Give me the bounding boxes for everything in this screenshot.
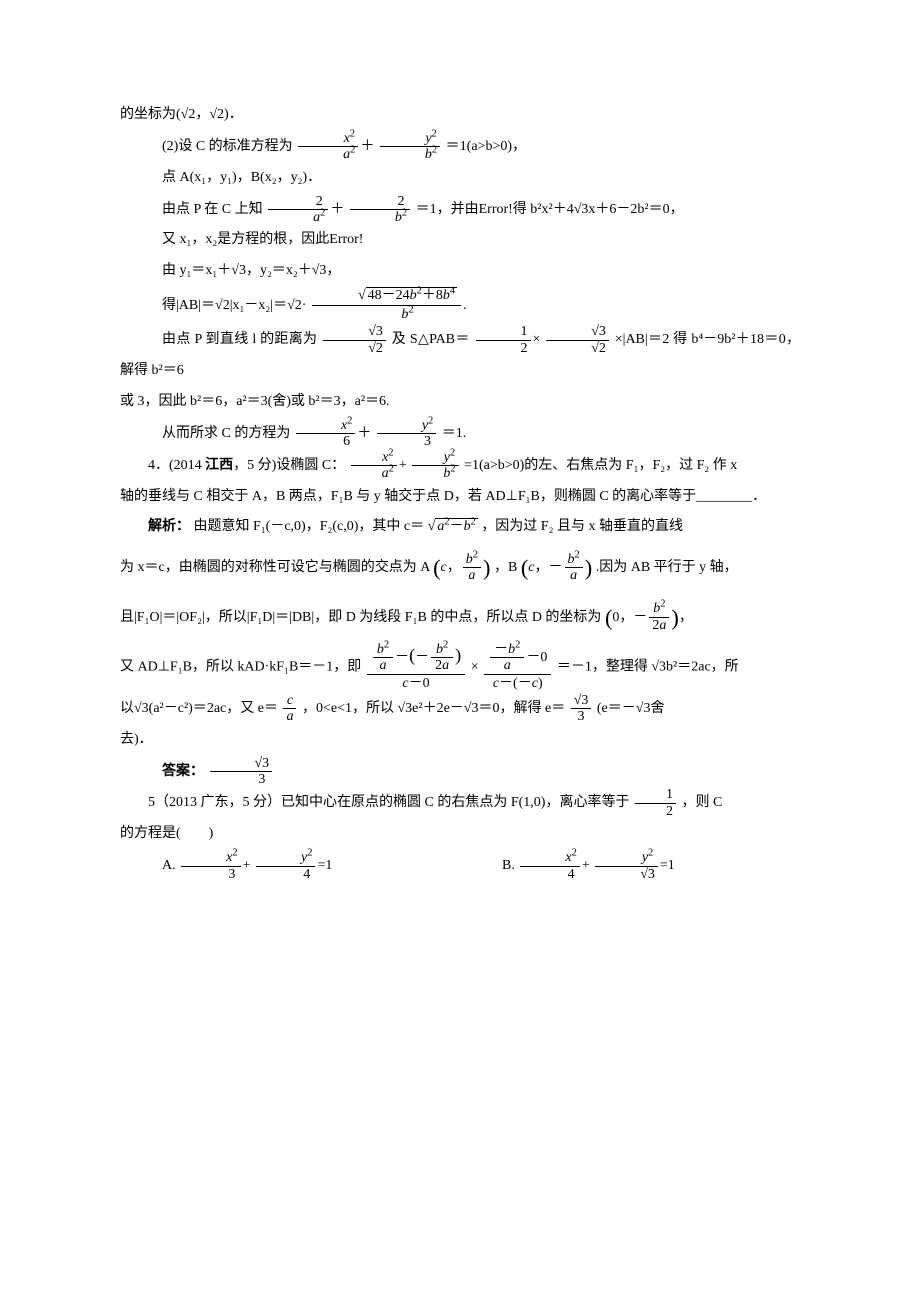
text: ，B	[494, 560, 517, 575]
onC-line: 由点 P 在 C 上知 2a2＋ 2b2 ＝1，并由Error!得 b²x²＋4…	[120, 194, 800, 226]
jiexi-b: 为 x＝c，由椭圆的对称性可设它与椭圆的交点为 A (c，b2a) ，B (c，…	[120, 543, 800, 592]
points-line: 点 A(x₁，y₁)，B(x₂，y₂)．	[120, 163, 800, 194]
option-a: A. x23+ y24=1	[120, 850, 460, 882]
sqrt-a2b2: a2－b2	[435, 518, 478, 534]
option-b: B. x24+ y2√3=1	[460, 850, 800, 882]
y1y2-line: 由 y₁＝x₁＋√3，y₂＝x₂＋√3，	[120, 256, 800, 287]
options-row: A. x23+ y24=1 B. x24+ y2√3=1	[120, 850, 800, 882]
frac-y24: y24	[256, 850, 315, 882]
text: 又 AD⊥F₁B，所以 kAD·kF₁B＝－1，即	[120, 660, 361, 675]
jiexi-c: 且|F₁O|＝|OF₂|，所以|F₁D|＝|DB|，即 D 为线段 F₁B 的中…	[120, 593, 800, 642]
text: 或 3，因此 b²＝6，a²＝3(舍)或 b²＝3，a²＝6.	[120, 394, 390, 409]
answer-line: 答案： √33	[120, 756, 800, 788]
text: 及 S△PAB＝	[392, 332, 470, 347]
jiexi-e: 以√3(a²－c²)＝2ac，又 e＝ ca ，0<e<1，所以 √3e²＋2e…	[120, 693, 800, 725]
text: 为 x＝c，由椭圆的对称性可设它与椭圆的交点为 A	[120, 560, 430, 575]
coords-line: 的坐标为(√2，√2)．	[120, 100, 800, 131]
text: 5（2013 广东，5 分）已知中心在原点的椭圆 C 的右焦点为 F(1,0)，…	[148, 796, 629, 811]
paren-icon: )	[585, 555, 592, 580]
q5-line1: 5（2013 广东，5 分）已知中心在原点的椭圆 C 的右焦点为 F(1,0)，…	[120, 787, 800, 819]
text: 以√3(a²－c²)＝2ac，又 e＝	[120, 701, 278, 716]
frac-2a2: 2a2	[268, 194, 328, 226]
text: ，5 分)设椭圆 C：	[233, 458, 345, 473]
jiexi-f: 去)．	[120, 725, 800, 756]
frac-x2a2-q4: x2a2	[351, 450, 397, 482]
jiexi-d: 又 AD⊥F₁B，所以 kAD·kF₁B＝－1，即 b2a－(－b22a) c－…	[120, 642, 800, 693]
frac-half-q5: 12	[635, 787, 676, 819]
text: 由题意知 F₁(－c,0)，F₂(c,0)，其中 c＝	[194, 519, 425, 534]
text: 去)．	[120, 732, 153, 747]
text: 从而所求 C 的方程为	[162, 426, 290, 441]
dist-line: 由点 P 到直线 l 的距离为 √3√2 及 S△PAB＝ 12× √3√2 ×…	[120, 324, 800, 387]
q4-line2: 轴的垂线与 C 相交于 A，B 两点，F₁B 与 y 轴交于点 D，若 AD⊥F…	[120, 482, 800, 513]
text: 得|AB|＝√2|x₁－x₂|＝√2·	[162, 298, 306, 313]
text: 轴的垂线与 C 相交于 A，B 两点，F₁B 与 y 轴交于点 D，若 AD⊥F…	[120, 489, 766, 504]
paren-icon: )	[483, 555, 490, 580]
text: 的坐标为(√2，√2)．	[120, 107, 243, 122]
frac-b2-2a: b22a	[649, 601, 669, 633]
text: ＝－1，整理得 √3b²＝2ac，所	[557, 660, 739, 675]
jiexi-label: 解析：	[148, 519, 190, 534]
text: ，因为过 F₂ 且与 x 轴垂直的直线	[481, 519, 683, 534]
frac-slope2: －b2a－0 c－(－c)	[484, 642, 551, 693]
text: 由点 P 在 C 上知	[162, 202, 263, 217]
opt-label: B.	[502, 858, 515, 873]
text: ＝1，并由Error!得 b²x²＋4√3x＋6－2b²＝0，	[416, 202, 684, 217]
text: 又 x₁，x₂是方程的根，因此Error!	[162, 232, 363, 247]
frac-root3-root2b: √3√2	[546, 324, 609, 356]
text: 点 A(x₁，y₁)，B(x₂，y₂)．	[162, 170, 321, 185]
q5-line2: 的方程是( )	[120, 819, 800, 850]
frac-y2b2-q4: y2b2	[412, 450, 458, 482]
text: (2)设 C 的标准方程为	[162, 139, 293, 154]
frac-x23: x23	[181, 850, 240, 882]
frac-ca: ca	[283, 693, 296, 725]
ab-line: 得|AB|＝√2|x₁－x₂|＝√2· √48－24b2＋8b4 b2 .	[120, 287, 800, 324]
text: ，则 C	[681, 796, 722, 811]
frac-x2a2: x2a2	[298, 131, 358, 163]
text: 4．(2014	[148, 458, 205, 473]
opt-label: A.	[162, 858, 176, 873]
text: 且|F₁O|＝|OF₂|，所以|F₁D|＝|DB|，即 D 为线段 F₁B 的中…	[120, 609, 601, 624]
text: 由点 P 到直线 l 的距离为	[162, 332, 317, 347]
prov: 江西	[205, 458, 233, 473]
frac-y23: y23	[377, 418, 436, 450]
text: ＝1(a>b>0)，	[446, 139, 526, 154]
frac-y2r3: y2√3	[595, 850, 658, 882]
text: ＝1.	[442, 426, 467, 441]
frac-y2b2: y2b2	[380, 131, 440, 163]
sec2-line1: (2)设 C 的标准方程为 x2a2＋ y2b2 ＝1(a>b>0)，	[120, 131, 800, 163]
paren-icon: (	[605, 605, 612, 630]
frac-b2a-neg: b2a	[565, 552, 583, 584]
jiexi-a: 解析： 由题意知 F₁(－c,0)，F₂(c,0)，其中 c＝ √a2－b2 ，…	[120, 512, 800, 543]
dist-tail: 或 3，因此 b²＝6，a²＝3(舍)或 b²＝3，a²＝6.	[120, 387, 800, 418]
answer-label: 答案：	[162, 764, 204, 779]
frac-root3-3: √33	[571, 693, 592, 725]
frac-ans: √33	[210, 756, 273, 788]
roots-line: 又 x₁，x₂是方程的根，因此Error!	[120, 225, 800, 256]
frac-b2a: b2a	[463, 552, 481, 584]
text: 的方程是( )	[120, 826, 213, 841]
frac-root3-root2: √3√2	[323, 324, 386, 356]
frac-2b2: 2b2	[350, 194, 410, 226]
text: =1(a>b>0)的左、右焦点为 F₁，F₂，过 F₂ 作 x	[464, 458, 737, 473]
paren-icon: )	[671, 605, 678, 630]
frac-x24: x24	[520, 850, 579, 882]
hence-line: 从而所求 C 的方程为 x26＋ y23 ＝1.	[120, 418, 800, 450]
paren-icon: (	[433, 555, 440, 580]
text: ，0<e<1，所以 √3e²＋2e－√3＝0，解得 e＝	[302, 701, 565, 716]
text: .因为 AB 平行于 y 轴，	[596, 560, 738, 575]
frac-ab: √48－24b2＋8b4 b2	[312, 287, 461, 324]
frac-slope1: b2a－(－b22a) c－0	[367, 642, 465, 693]
frac-x26: x26	[296, 418, 355, 450]
q4-line1: 4．(2014 江西，5 分)设椭圆 C： x2a2+ y2b2 =1(a>b>…	[120, 450, 800, 482]
text: (e＝－√3舍	[597, 701, 665, 716]
frac-half: 12	[476, 324, 531, 356]
text: 由 y₁＝x₁＋√3，y₂＝x₂＋√3，	[162, 263, 340, 278]
